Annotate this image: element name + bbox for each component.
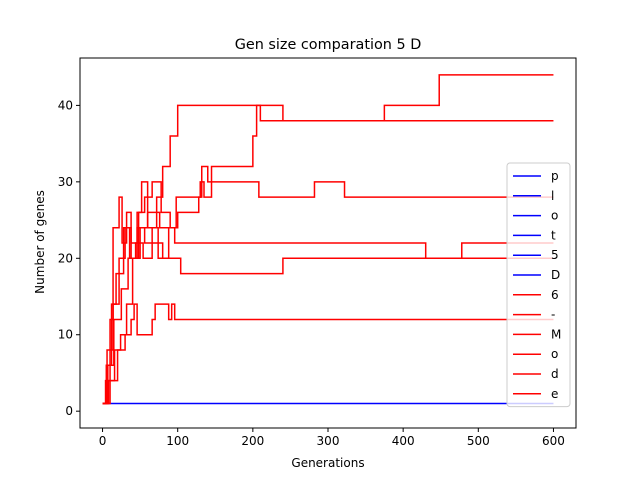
legend-label-3: t	[551, 228, 556, 242]
legend-label-9: o	[551, 347, 558, 361]
x-tick-label-1: 100	[166, 434, 189, 448]
legend-label-11: e	[551, 387, 558, 401]
x-tick-label-3: 300	[317, 434, 340, 448]
series-line-6	[102, 303, 554, 405]
x-tick-label-4: 400	[392, 434, 415, 448]
plot-area	[102, 74, 554, 405]
y-tick-label-4: 40	[58, 98, 73, 112]
y-tick-label-0: 0	[65, 404, 73, 418]
legend-label-5: D	[551, 268, 560, 282]
legend-label-7: -	[551, 308, 555, 322]
legend-label-10: d	[551, 367, 559, 381]
legend-label-0: p	[551, 169, 559, 183]
x-tick-label-6: 600	[542, 434, 565, 448]
axes: 0 100 200 300 400 500 600 0 10 20 30 40	[58, 57, 577, 448]
legend-label-1: l	[551, 189, 554, 203]
series-line-2	[102, 104, 554, 405]
legend-box	[506, 162, 571, 408]
x-tick-label-2: 200	[241, 434, 264, 448]
y-tick-label-1: 10	[58, 328, 73, 342]
legend-label-4: 5	[551, 248, 559, 262]
x-axis-label: Generations	[291, 456, 364, 470]
y-tick-label-3: 30	[58, 175, 73, 189]
series-line-5	[102, 226, 554, 405]
legend-label-8: M	[551, 327, 561, 341]
legend-label-2: o	[551, 209, 558, 223]
series-line-4	[102, 226, 554, 405]
chart-title: Gen size comparation 5 D	[235, 37, 422, 53]
x-tick-label-5: 500	[467, 434, 490, 448]
y-tick-label-2: 20	[58, 251, 73, 265]
x-tick-label-0: 0	[99, 434, 107, 448]
series-line-3	[102, 165, 554, 405]
y-axis-label: Number of genes	[33, 190, 47, 294]
legend-label-6: 6	[551, 288, 559, 302]
